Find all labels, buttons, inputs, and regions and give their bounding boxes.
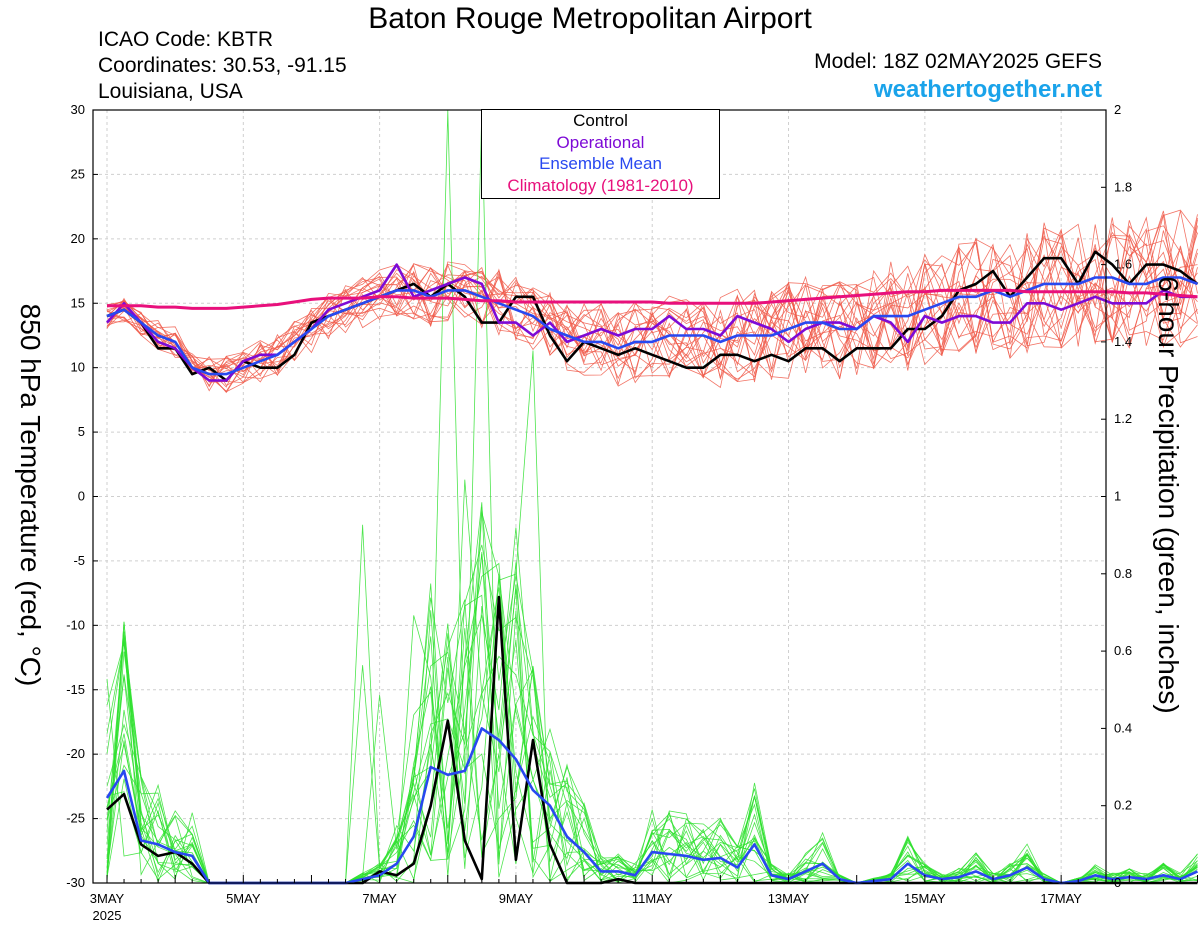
x-tick-label: 15MAY (904, 891, 946, 906)
right-tick-label: 1.8 (1114, 179, 1132, 194)
temp-member-line (106, 209, 1198, 381)
left-axis-label: 850 hPa Temperature (red, °C) (15, 303, 46, 687)
right-axis-label: 6-hour Precipitation (green, inches) (1153, 276, 1184, 714)
left-tick-label: 0 (78, 489, 85, 504)
temp-member-line (106, 235, 1198, 383)
temp-member-line (106, 223, 1198, 386)
right-tick-label: 2 (1114, 102, 1121, 117)
chart-title: Baton Rouge Metropolitan Airport (368, 2, 812, 35)
right-tick-label: 0.6 (1114, 643, 1132, 658)
ensemble-mean-right-line (105, 727, 1199, 885)
temp-member-line (106, 214, 1198, 379)
temp-member-line (106, 245, 1198, 377)
left-tick-label: 10 (71, 360, 85, 375)
x-tick-label: 7MAY (362, 891, 397, 906)
model-run: Model: 18Z 02MAY2025 GEFS (814, 50, 1102, 73)
tick-labels-layer: 302520151050-5-10-15-20-25-3021.81.61.41… (66, 102, 1132, 923)
grid-layer (93, 109, 1106, 884)
left-tick-label: 5 (78, 424, 85, 439)
left-tick-label: -25 (66, 811, 85, 826)
right-tick-label: 1.6 (1114, 257, 1132, 272)
legend-mean: Ensemble Mean (539, 154, 662, 173)
right-tick-label: 0.8 (1114, 566, 1132, 581)
x-tick-label: 9MAY (499, 891, 534, 906)
x-tick-label: 5MAY (226, 891, 261, 906)
left-tick-label: -5 (73, 553, 85, 568)
coordinates: Coordinates: 30.53, -91.15 (98, 54, 347, 77)
site-link[interactable]: weathertogether.net (873, 76, 1102, 103)
x-tick-label: 13MAY (768, 891, 810, 906)
left-tick-label: -30 (66, 875, 85, 890)
ensemble-mean-left-line (106, 276, 1198, 376)
legend-climo: Climatology (1981-2010) (507, 175, 694, 195)
left-tick-label: -10 (66, 617, 85, 632)
right-tick-label: 1.2 (1114, 411, 1132, 426)
temp-member-line (106, 243, 1198, 386)
legend-operational: Operational (556, 132, 645, 152)
temp-member-line (106, 214, 1198, 392)
x-tick-sublabel: 2025 (93, 908, 122, 923)
left-tick-label: 20 (71, 231, 85, 246)
right-tick-label: 0 (1114, 875, 1121, 890)
right-tick-label: 0.2 (1114, 798, 1132, 813)
right-tick-label: 0.4 (1114, 720, 1132, 735)
left-tick-label: 15 (71, 295, 85, 310)
x-tick-label: 11MAY (632, 891, 673, 906)
left-tick-label: -15 (66, 682, 85, 697)
left-tick-label: 30 (71, 102, 85, 117)
right-tick-label: 1.4 (1114, 334, 1132, 349)
x-tick-label: 17MAY (1040, 891, 1082, 906)
left-tick-label: 25 (71, 166, 85, 181)
icao-code: ICAO Code: KBTR (98, 28, 274, 51)
legend-control: Control (573, 111, 628, 130)
temp-member-line (106, 210, 1198, 384)
x-tick-label: 3MAY (90, 891, 125, 906)
left-tick-label: -20 (66, 746, 85, 761)
region: Louisiana, USA (98, 80, 243, 103)
climatology-left-line (107, 288, 1198, 310)
right-tick-label: 1 (1114, 489, 1121, 504)
legend: Control Operational Ensemble Mean Climat… (481, 109, 720, 199)
